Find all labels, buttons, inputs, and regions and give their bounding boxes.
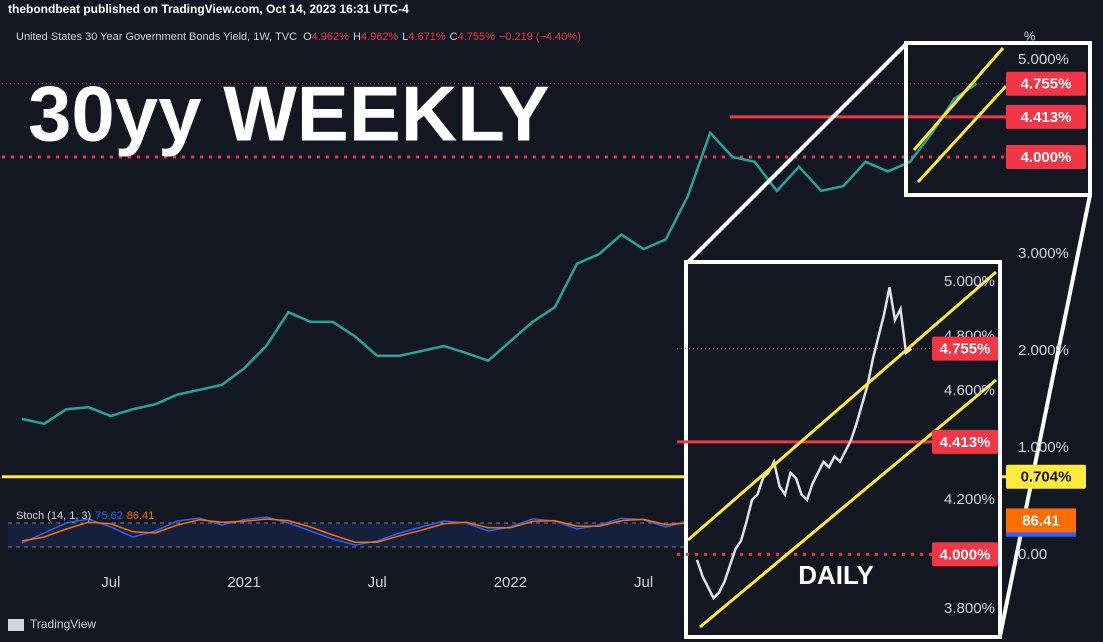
y-tick-label: 1.000%	[1018, 439, 1069, 456]
symbol: United States 30 Year Government Bonds Y…	[16, 31, 297, 43]
brand: TradingView	[30, 617, 96, 631]
y-tick-label: 4.600%	[944, 382, 995, 399]
x-tick-label: Jul	[101, 574, 120, 591]
channel-line	[687, 270, 997, 542]
price-label-box	[1006, 464, 1086, 489]
channel-line	[699, 378, 997, 629]
price-label: 4.000%	[940, 546, 991, 563]
stoch-k-value: 75.62	[95, 510, 123, 522]
inset-title: DAILY	[798, 560, 874, 590]
change: −0.219 (−4.40%)	[499, 31, 581, 43]
price-label: 4.413%	[1021, 109, 1072, 126]
series-line	[21, 82, 978, 426]
symbol-legend: United States 30 Year Government Bonds Y…	[16, 31, 581, 43]
ohlc-value: 4.671%	[408, 31, 446, 43]
ohlc-value: 4.962%	[361, 31, 399, 43]
stoch-title: Stoch (14, 1, 3) 75.62 86.41	[16, 510, 154, 522]
chart-title: 30yy WEEKLY	[28, 70, 550, 158]
price-label: 4.755%	[1021, 76, 1072, 93]
price-label-box	[1006, 71, 1086, 96]
y-tick-label: 5.000%	[944, 273, 995, 290]
y-tick-label: 3.800%	[944, 600, 995, 617]
ohlc-label: C	[450, 31, 458, 43]
series-line	[695, 287, 913, 601]
y-tick-label: 4.200%	[944, 491, 995, 508]
x-tick-label: Jul	[368, 574, 387, 591]
price-label-box	[932, 542, 998, 567]
brand-logo	[8, 619, 24, 631]
price-label: 4.413%	[940, 434, 991, 451]
y-tick-label: 5.000%	[1018, 51, 1069, 68]
channel-line	[916, 84, 1008, 184]
ohlc-label: L	[402, 31, 408, 43]
y-tick-label: 2.000%	[1018, 342, 1069, 359]
channel-line	[912, 47, 1005, 151]
x-tick-label: 2021	[227, 574, 260, 591]
ohlc-value: 4.962%	[312, 31, 350, 43]
price-label: 0.704%	[1021, 469, 1072, 486]
stoch-name: Stoch (14, 1, 3)	[16, 510, 91, 522]
price-label-box	[1006, 144, 1086, 169]
price-label-box	[932, 336, 998, 361]
price-label: 4.000%	[1021, 149, 1072, 166]
ohlc-label: H	[353, 31, 361, 43]
x-tick-label: Jul	[634, 574, 653, 591]
stoch-d-value: 86.41	[127, 510, 155, 522]
ohlc-label: O	[303, 31, 312, 43]
unit: %	[1024, 28, 1036, 43]
zoom-box	[904, 41, 1092, 197]
value-label: 86.41	[1022, 512, 1060, 529]
zoom-decor	[686, 41, 1092, 637]
y-tick-label: 3.000%	[1018, 245, 1069, 262]
connector	[686, 42, 908, 264]
price-label: 4.755%	[940, 341, 991, 358]
y-tick-label: 0.00	[1018, 546, 1047, 563]
price-label-box	[1006, 104, 1086, 129]
publisher: thebondbeat published on TradingView.com…	[8, 2, 409, 16]
price-label-box	[932, 429, 998, 454]
x-tick-label: 2022	[494, 574, 527, 591]
value-label-box	[1006, 508, 1076, 533]
ohlc-value: 4.755%	[458, 31, 496, 43]
connector	[998, 194, 1092, 637]
